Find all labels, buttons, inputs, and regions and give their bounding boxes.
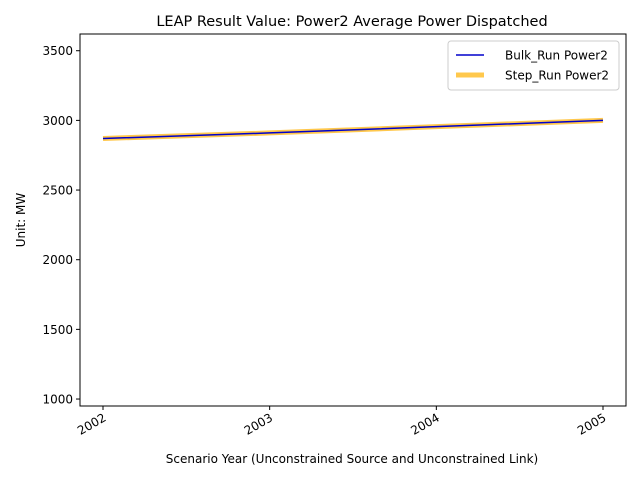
- y-tick-label: 2000: [42, 253, 73, 267]
- legend-label-bulk: Bulk_Run Power2: [505, 49, 608, 63]
- x-tick-label: 2005: [575, 410, 608, 437]
- y-tick-label: 1000: [42, 393, 73, 407]
- series-line-bulk-run-power2: [102, 119, 604, 140]
- x-tick-label: 2004: [408, 410, 441, 437]
- legend: Bulk_Run Power2 Step_Run Power2: [447, 40, 620, 91]
- chart-title: LEAP Result Value: Power2 Average Power …: [156, 14, 547, 30]
- x-tick-label: 2003: [242, 410, 275, 437]
- series-layer: [102, 117, 604, 141]
- plot-frame: [79, 33, 627, 407]
- x-axis-label: Scenario Year (Unconstrained Source and …: [166, 452, 538, 466]
- y-tick-label: 1500: [42, 323, 73, 337]
- y-axis: 1000 1500 2000 2500 3000 3500: [42, 44, 80, 407]
- x-tick-label: 2002: [75, 410, 108, 437]
- y-tick-label: 3000: [42, 114, 73, 128]
- x-axis: 2002 2003 2004 2005: [75, 406, 609, 438]
- legend-box: [447, 40, 620, 91]
- y-tick-label: 2500: [42, 184, 73, 198]
- y-axis-label: Unit: MW: [14, 193, 28, 248]
- y-tick-label: 3500: [42, 44, 73, 58]
- legend-label-step: Step_Run Power2: [505, 69, 609, 83]
